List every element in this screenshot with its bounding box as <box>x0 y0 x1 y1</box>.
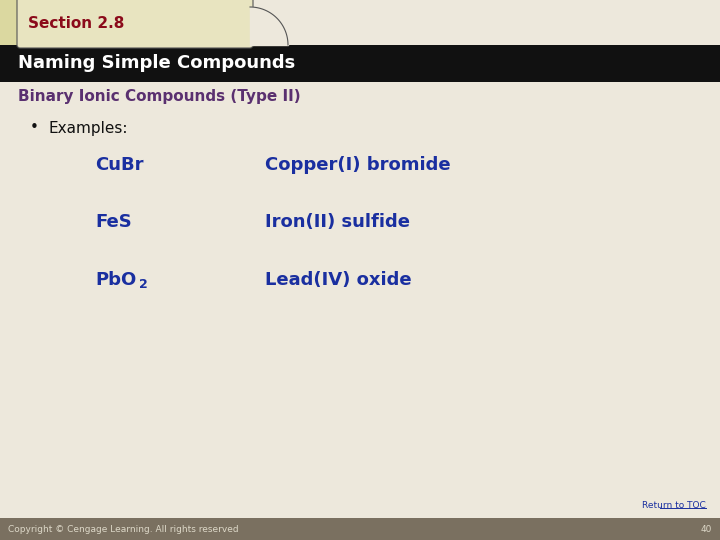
FancyBboxPatch shape <box>17 0 253 48</box>
Text: FeS: FeS <box>95 213 132 231</box>
Text: Return to TOC: Return to TOC <box>642 501 706 510</box>
Bar <box>0 518 720 540</box>
Text: Iron(II) sulfide: Iron(II) sulfide <box>265 213 410 231</box>
Bar <box>0 45 720 82</box>
Text: Examples:: Examples: <box>48 120 127 136</box>
Text: Binary Ionic Compounds (Type II): Binary Ionic Compounds (Type II) <box>18 90 301 105</box>
Text: •: • <box>30 120 39 136</box>
Text: 40: 40 <box>701 524 712 534</box>
Text: 2: 2 <box>139 279 148 292</box>
Bar <box>0 0 20 45</box>
Text: Naming Simple Compounds: Naming Simple Compounds <box>18 54 295 72</box>
Text: Copper(I) bromide: Copper(I) bromide <box>265 156 451 174</box>
Text: Copyright © Cengage Learning. All rights reserved: Copyright © Cengage Learning. All rights… <box>8 524 238 534</box>
Text: Lead(IV) oxide: Lead(IV) oxide <box>265 271 412 289</box>
Text: PbO: PbO <box>95 271 136 289</box>
Text: Section 2.8: Section 2.8 <box>28 16 125 30</box>
Text: CuBr: CuBr <box>95 156 143 174</box>
